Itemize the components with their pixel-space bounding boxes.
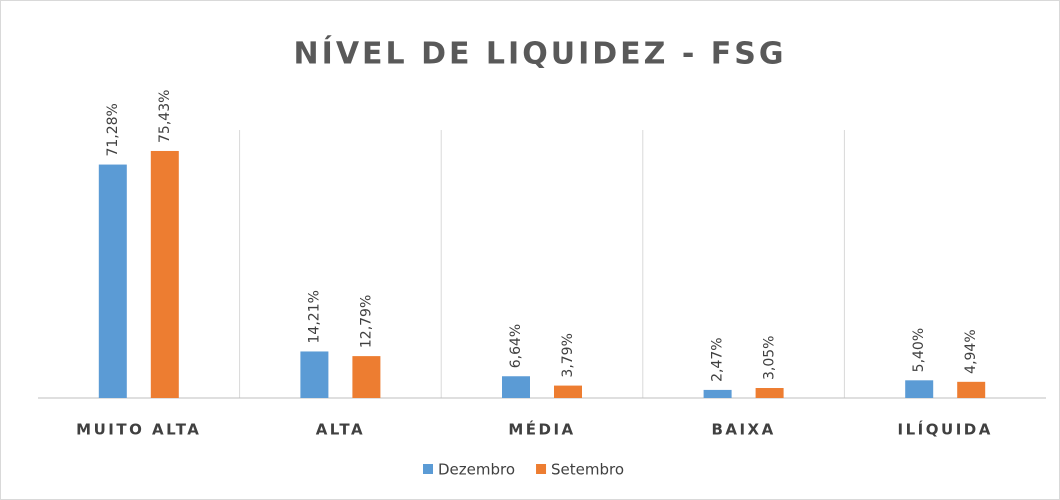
- bar: [703, 389, 732, 398]
- legend-swatch: [423, 464, 433, 474]
- bar: [352, 356, 381, 398]
- bar: [502, 376, 530, 398]
- x-tick-label: ALTA: [316, 421, 365, 439]
- data-label: 3,79%: [560, 333, 576, 377]
- data-label: 4,94%: [963, 329, 979, 373]
- x-tick-label: ILÍQUIDA: [898, 420, 993, 439]
- data-label: 2,47%: [710, 337, 726, 381]
- data-label: 12,79%: [358, 295, 374, 348]
- data-label: 71,28%: [105, 103, 121, 156]
- legend-label: Setembro: [551, 461, 624, 479]
- data-label: 6,64%: [508, 324, 524, 368]
- data-label: 5,40%: [911, 328, 927, 372]
- x-tick-label: MUITO ALTA: [76, 421, 201, 439]
- bar: [554, 385, 582, 398]
- data-label: 3,05%: [762, 336, 778, 380]
- bar: [957, 381, 986, 398]
- chart-title: NÍVEL DE LIQUIDEZ - FSG: [294, 36, 787, 72]
- legend-swatch: [536, 464, 547, 474]
- x-tick-label: MÉDIA: [508, 420, 575, 439]
- legend-label: Dezembro: [438, 461, 515, 479]
- data-label: 75,43%: [157, 90, 173, 143]
- bar: [98, 164, 127, 398]
- x-tick-label: BAIXA: [711, 421, 775, 439]
- bar: [150, 150, 179, 398]
- bar: [300, 351, 329, 398]
- bar: [905, 380, 934, 398]
- bar: [755, 388, 784, 398]
- data-label: 14,21%: [306, 290, 322, 343]
